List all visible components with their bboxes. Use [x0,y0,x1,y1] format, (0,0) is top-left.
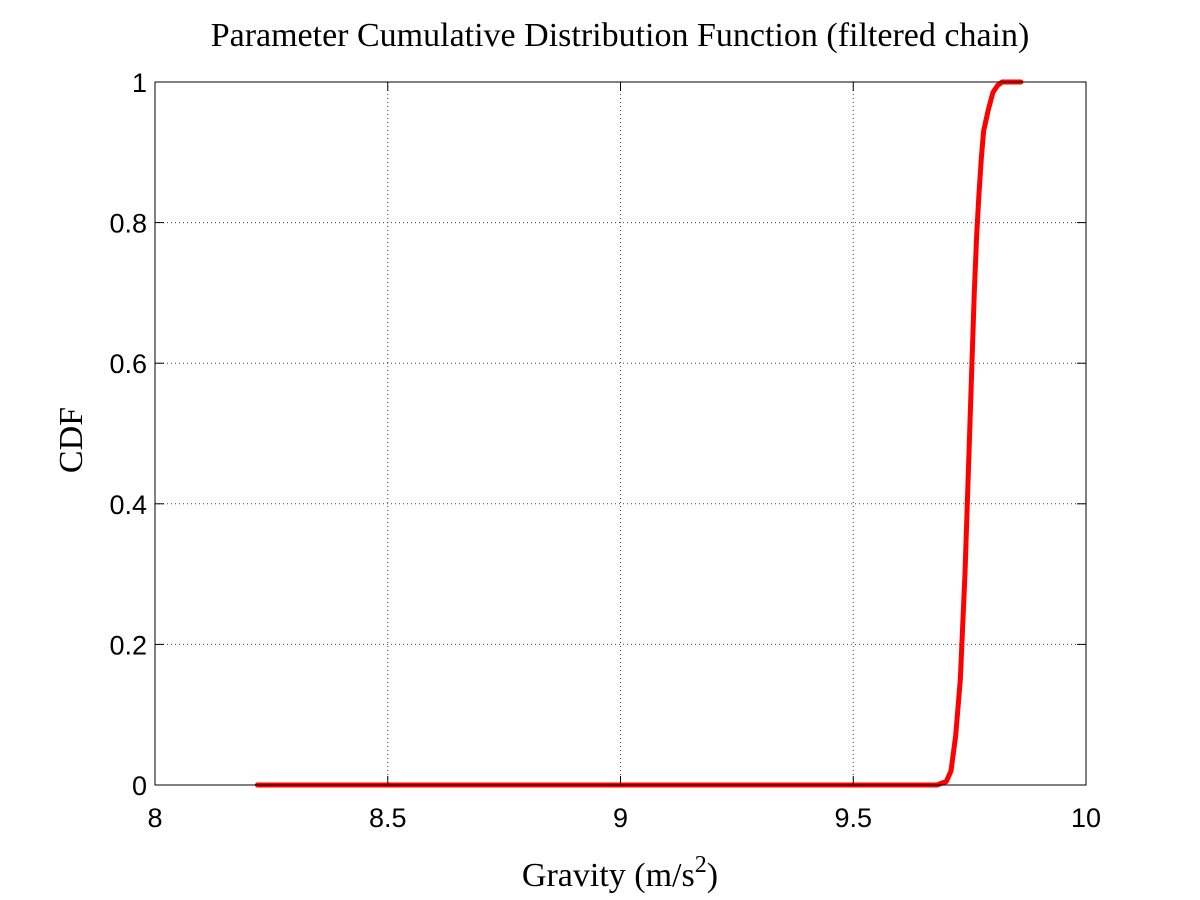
y-tick-label: 0 [132,771,147,801]
cdf-series-line [254,79,1024,788]
x-axis-label-suffix: ) [707,857,718,894]
x-tick-label: 9 [613,803,628,833]
y-tick-label: 1 [132,68,147,98]
x-axis-label-main: Gravity (m/s [522,857,695,894]
x-axis-label-superscript: 2 [695,852,707,878]
series-layer [254,79,1024,788]
x-axis-label: Gravity (m/s2) [522,852,718,894]
y-tick-label: 0.8 [109,209,147,239]
x-tick-label: 8 [147,803,162,833]
x-tick-label: 9.5 [834,803,872,833]
y-tick-label: 0.6 [109,349,147,379]
y-axis-label: CDF [53,407,90,473]
chart-title: Parameter Cumulative Distribution Functi… [211,17,1030,54]
x-tick-label: 8.5 [369,803,407,833]
y-tick-label: 0.2 [109,630,147,660]
y-tick-label: 0.4 [109,490,147,520]
x-tick-label: 10 [1071,803,1101,833]
ticks: 8 8.5 9 9.5 10 0 0.2 0.4 0.6 0.8 1 [109,68,1101,833]
plot-area-background [155,82,1086,785]
